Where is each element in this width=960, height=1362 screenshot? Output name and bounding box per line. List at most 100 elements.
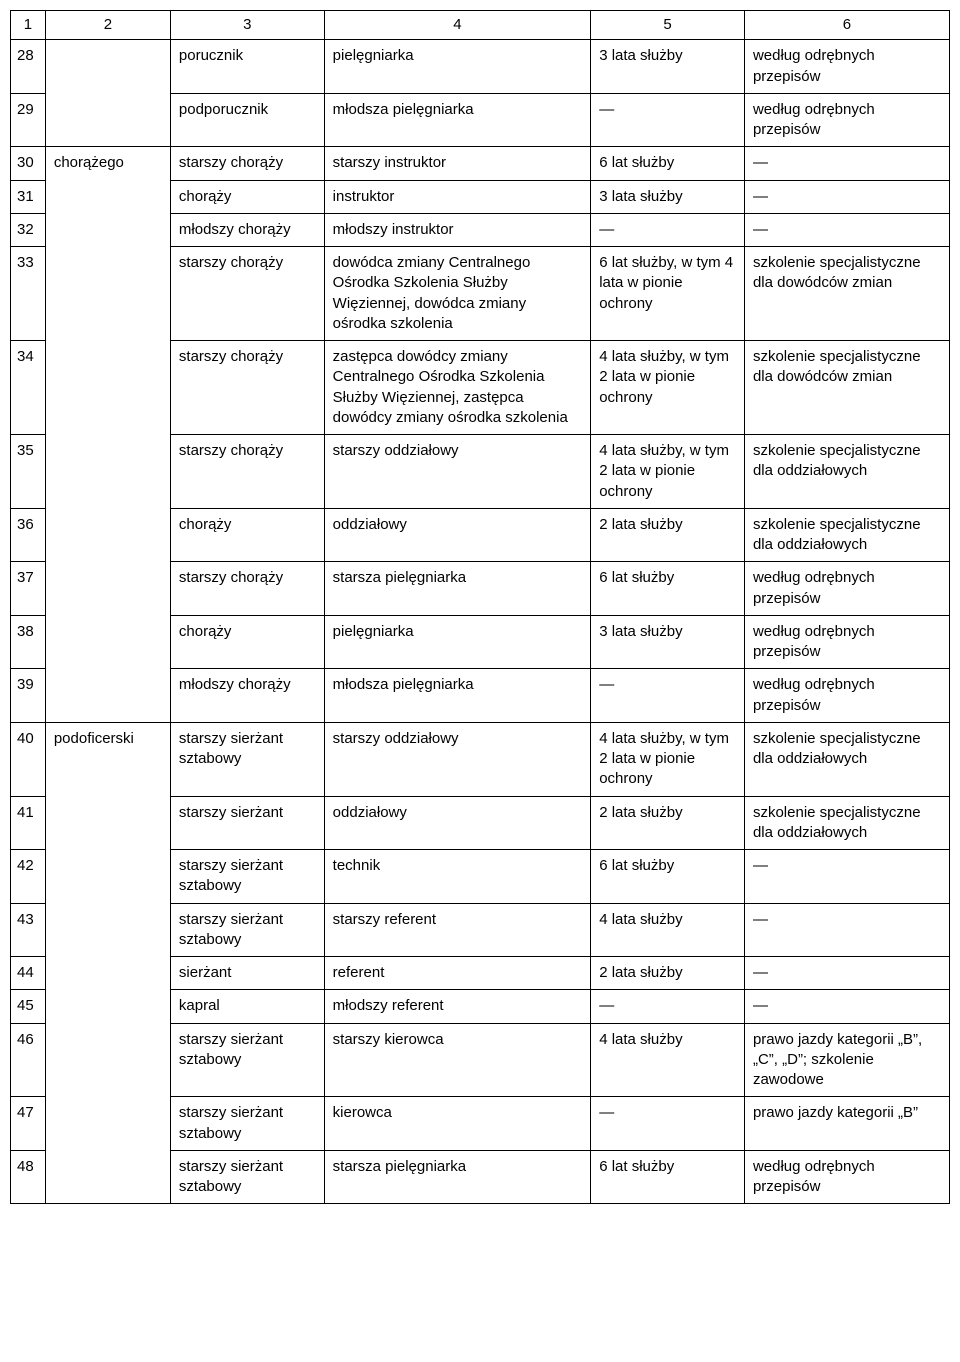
cell-col5: 3 lata służby bbox=[591, 180, 745, 213]
row-number: 33 bbox=[11, 247, 46, 341]
cell-col3: kapral bbox=[170, 990, 324, 1023]
cell-col6: — bbox=[744, 990, 949, 1023]
cell-col6: szkolenie specjalistyczne dla oddziałowy… bbox=[744, 508, 949, 562]
cell-col6: według odrębnych przepisów bbox=[744, 40, 949, 94]
table-row: 28 porucznikpielęgniarka3 lata służbywedł… bbox=[11, 40, 950, 94]
cell-col4: starszy instruktor bbox=[324, 147, 591, 180]
cell-col4: starszy oddziałowy bbox=[324, 435, 591, 509]
cell-col4: młodszy instruktor bbox=[324, 213, 591, 246]
cell-col5: 6 lat służby bbox=[591, 1150, 745, 1204]
group-label: podoficerski bbox=[45, 722, 170, 1204]
cell-col3: starszy sierżant bbox=[170, 796, 324, 850]
table-body: 28porucznikpielęgniarka3 lata służbywedł… bbox=[11, 40, 950, 1204]
cell-col4: oddziałowy bbox=[324, 796, 591, 850]
cell-col3: starszy chorąży bbox=[170, 247, 324, 341]
cell-col6: — bbox=[744, 213, 949, 246]
row-number: 43 bbox=[11, 903, 46, 957]
cell-col6: — bbox=[744, 957, 949, 990]
cell-col6: — bbox=[744, 850, 949, 904]
row-number: 28 bbox=[11, 40, 46, 94]
header-1: 1 bbox=[11, 11, 46, 40]
cell-col5: 4 lata służby, w tym 2 lata w pionie och… bbox=[591, 435, 745, 509]
cell-col4: technik bbox=[324, 850, 591, 904]
cell-col4: referent bbox=[324, 957, 591, 990]
cell-col4: młodsza pielęgniarka bbox=[324, 669, 591, 723]
cell-col5: 6 lat służby bbox=[591, 147, 745, 180]
cell-col4: instruktor bbox=[324, 180, 591, 213]
cell-col3: młodszy chorąży bbox=[170, 669, 324, 723]
row-number: 34 bbox=[11, 341, 46, 435]
cell-col5: 6 lat służby, w tym 4 lata w pionie ochr… bbox=[591, 247, 745, 341]
cell-col4: starszy oddziałowy bbox=[324, 722, 591, 796]
cell-col6: prawo jazdy kategorii „B” bbox=[744, 1097, 949, 1151]
row-number: 39 bbox=[11, 669, 46, 723]
header-row: 1 2 3 4 5 6 bbox=[11, 11, 950, 40]
cell-col3: chorąży bbox=[170, 180, 324, 213]
cell-col3: starszy sierżant sztabowy bbox=[170, 1150, 324, 1204]
ranks-table: 1 2 3 4 5 6 28porucznikpielęgniarka3 lat… bbox=[10, 10, 950, 1204]
cell-col4: starsza pielęgniarka bbox=[324, 1150, 591, 1204]
row-number: 32 bbox=[11, 213, 46, 246]
row-number: 48 bbox=[11, 1150, 46, 1204]
cell-col3: starszy sierżant sztabowy bbox=[170, 1097, 324, 1151]
cell-col3: starszy chorąży bbox=[170, 341, 324, 435]
cell-col5: 4 lata służby bbox=[591, 1023, 745, 1097]
cell-col5: 2 lata służby bbox=[591, 796, 745, 850]
cell-col4: starsza pielęgniarka bbox=[324, 562, 591, 616]
cell-col5: — bbox=[591, 93, 745, 147]
header-3: 3 bbox=[170, 11, 324, 40]
table-row: 30chorążegostarszy chorążystarszy instru… bbox=[11, 147, 950, 180]
cell-col5: — bbox=[591, 669, 745, 723]
cell-col3: starszy sierżant sztabowy bbox=[170, 903, 324, 957]
cell-col5: 6 lat służby bbox=[591, 562, 745, 616]
cell-col4: kierowca bbox=[324, 1097, 591, 1151]
cell-col6: szkolenie specjalistyczne dla oddziałowy… bbox=[744, 796, 949, 850]
cell-col6: szkolenie specjalistyczne dla oddziałowy… bbox=[744, 435, 949, 509]
cell-col3: starszy sierżant sztabowy bbox=[170, 1023, 324, 1097]
row-number: 36 bbox=[11, 508, 46, 562]
cell-col4: zastępca dowódcy zmiany Centralnego Ośro… bbox=[324, 341, 591, 435]
cell-col5: — bbox=[591, 213, 745, 246]
cell-col5: 2 lata służby bbox=[591, 957, 745, 990]
cell-col6: według odrębnych przepisów bbox=[744, 615, 949, 669]
cell-col3: starszy sierżant sztabowy bbox=[170, 722, 324, 796]
cell-col6: — bbox=[744, 903, 949, 957]
cell-col4: oddziałowy bbox=[324, 508, 591, 562]
group-label bbox=[45, 40, 170, 147]
cell-col5: 3 lata służby bbox=[591, 40, 745, 94]
cell-col5: 4 lata służby bbox=[591, 903, 745, 957]
cell-col6: według odrębnych przepisów bbox=[744, 1150, 949, 1204]
row-number: 46 bbox=[11, 1023, 46, 1097]
row-number: 31 bbox=[11, 180, 46, 213]
cell-col5: 6 lat służby bbox=[591, 850, 745, 904]
row-number: 37 bbox=[11, 562, 46, 616]
cell-col3: porucznik bbox=[170, 40, 324, 94]
cell-col5: 3 lata służby bbox=[591, 615, 745, 669]
table-head: 1 2 3 4 5 6 bbox=[11, 11, 950, 40]
header-4: 4 bbox=[324, 11, 591, 40]
cell-col6: szkolenie specjalistyczne dla oddziałowy… bbox=[744, 722, 949, 796]
cell-col6: według odrębnych przepisów bbox=[744, 669, 949, 723]
cell-col3: starszy chorąży bbox=[170, 562, 324, 616]
cell-col4: dowódca zmiany Centralnego Ośrodka Szkol… bbox=[324, 247, 591, 341]
cell-col3: chorąży bbox=[170, 508, 324, 562]
row-number: 29 bbox=[11, 93, 46, 147]
cell-col4: młodszy referent bbox=[324, 990, 591, 1023]
cell-col6: szkolenie specjalistyczne dla dowódców z… bbox=[744, 341, 949, 435]
cell-col5: — bbox=[591, 1097, 745, 1151]
table-row: 40podoficerskistarszy sierżant sztabowys… bbox=[11, 722, 950, 796]
row-number: 47 bbox=[11, 1097, 46, 1151]
cell-col6: — bbox=[744, 180, 949, 213]
cell-col4: starszy referent bbox=[324, 903, 591, 957]
cell-col5: 2 lata służby bbox=[591, 508, 745, 562]
cell-col3: starszy chorąży bbox=[170, 435, 324, 509]
cell-col3: podporucznik bbox=[170, 93, 324, 147]
row-number: 41 bbox=[11, 796, 46, 850]
row-number: 45 bbox=[11, 990, 46, 1023]
row-number: 42 bbox=[11, 850, 46, 904]
cell-col3: starszy sierżant sztabowy bbox=[170, 850, 324, 904]
cell-col4: pielęgniarka bbox=[324, 40, 591, 94]
header-6: 6 bbox=[744, 11, 949, 40]
row-number: 40 bbox=[11, 722, 46, 796]
group-label: chorążego bbox=[45, 147, 170, 723]
